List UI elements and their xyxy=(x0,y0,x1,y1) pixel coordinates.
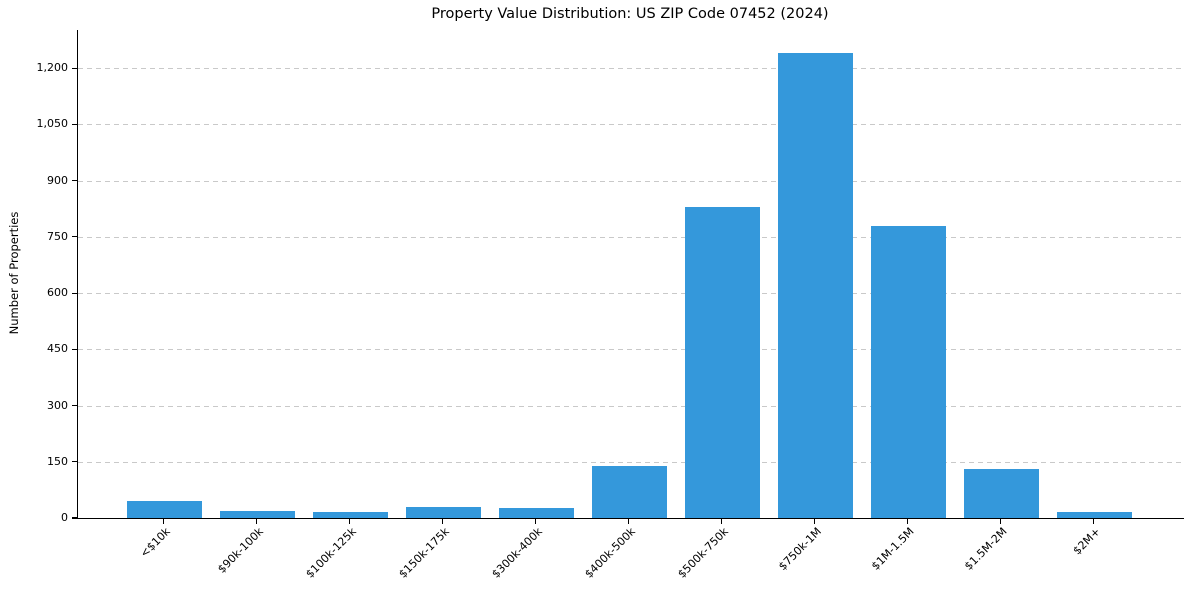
x-tick-mark xyxy=(162,519,165,524)
bar-7 xyxy=(685,206,760,518)
bar-5 xyxy=(499,507,574,518)
plot-area xyxy=(77,30,1184,519)
y-tick-label-1050: 1,050 xyxy=(36,117,69,131)
gridline-y-600 xyxy=(78,293,1184,295)
y-tick-label-600: 600 xyxy=(47,286,68,300)
x-tick-mark xyxy=(813,519,816,524)
bar-8 xyxy=(778,53,853,518)
bar-9 xyxy=(871,225,946,518)
x-tick-mark xyxy=(906,519,909,524)
y-tick-label-300: 300 xyxy=(47,398,68,412)
gridline-y-750 xyxy=(78,236,1184,238)
x-tick-mark xyxy=(348,519,351,524)
x-tick-label-4: $150k-175k xyxy=(396,525,452,581)
x-tick-mark xyxy=(441,519,444,524)
y-tick-mark xyxy=(72,180,77,182)
y-tick-label-750: 750 xyxy=(47,229,68,243)
x-tick-label-1: <$10k xyxy=(137,525,173,561)
x-tick-label-8: $750k-1M xyxy=(775,525,824,573)
bar-4 xyxy=(406,506,481,518)
y-tick-label-150: 150 xyxy=(47,454,68,468)
bar-2 xyxy=(220,511,295,518)
gridline-y-450 xyxy=(78,349,1184,351)
x-tick-mark xyxy=(255,519,258,524)
x-tick-label-7: $500k-750k xyxy=(675,525,731,581)
y-tick-label-0: 0 xyxy=(61,511,68,524)
bar-6 xyxy=(592,465,667,518)
y-tick-label-900: 900 xyxy=(47,173,68,187)
y-tick-mark xyxy=(72,348,77,350)
y-axis-label: Number of Properties xyxy=(7,211,21,335)
y-tick-mark xyxy=(72,67,77,69)
y-tick-mark xyxy=(72,404,77,407)
y-tick-mark xyxy=(72,461,77,463)
gridline-y-150 xyxy=(78,461,1184,463)
x-tick-label-11: $2M+ xyxy=(1070,525,1103,558)
y-tick-mark xyxy=(72,123,77,126)
chart-title: Property Value Distribution: US ZIP Code… xyxy=(431,6,829,22)
y-tick-label-450: 450 xyxy=(47,342,68,356)
gridline-y-1200 xyxy=(78,68,1184,70)
x-tick-mark xyxy=(999,519,1002,524)
x-tick-mark xyxy=(720,519,723,524)
bar-1 xyxy=(127,501,202,518)
gridline-y-1050 xyxy=(78,124,1184,126)
y-tick-mark xyxy=(72,517,77,519)
x-tick-label-6: $400k-500k xyxy=(582,525,638,581)
x-tick-mark xyxy=(627,519,630,524)
x-tick-label-3: $100k-125k xyxy=(303,525,359,581)
x-tick-label-9: $1M-1.5M xyxy=(868,525,917,573)
y-tick-mark xyxy=(72,236,77,238)
gridline-y-300 xyxy=(78,405,1184,407)
x-tick-label-2: $90k-100k xyxy=(214,525,266,576)
gridline-y-900 xyxy=(78,180,1184,182)
bar-3 xyxy=(313,512,388,518)
x-tick-mark xyxy=(1092,519,1095,524)
bar-11 xyxy=(1057,512,1132,518)
x-tick-label-10: $1.5M-2M xyxy=(961,525,1010,573)
bar-10 xyxy=(964,469,1039,518)
x-tick-label-5: $300k-400k xyxy=(489,525,545,581)
y-tick-mark xyxy=(72,292,77,294)
y-tick-label-1200: 1,200 xyxy=(36,61,69,75)
x-tick-mark xyxy=(534,519,537,524)
